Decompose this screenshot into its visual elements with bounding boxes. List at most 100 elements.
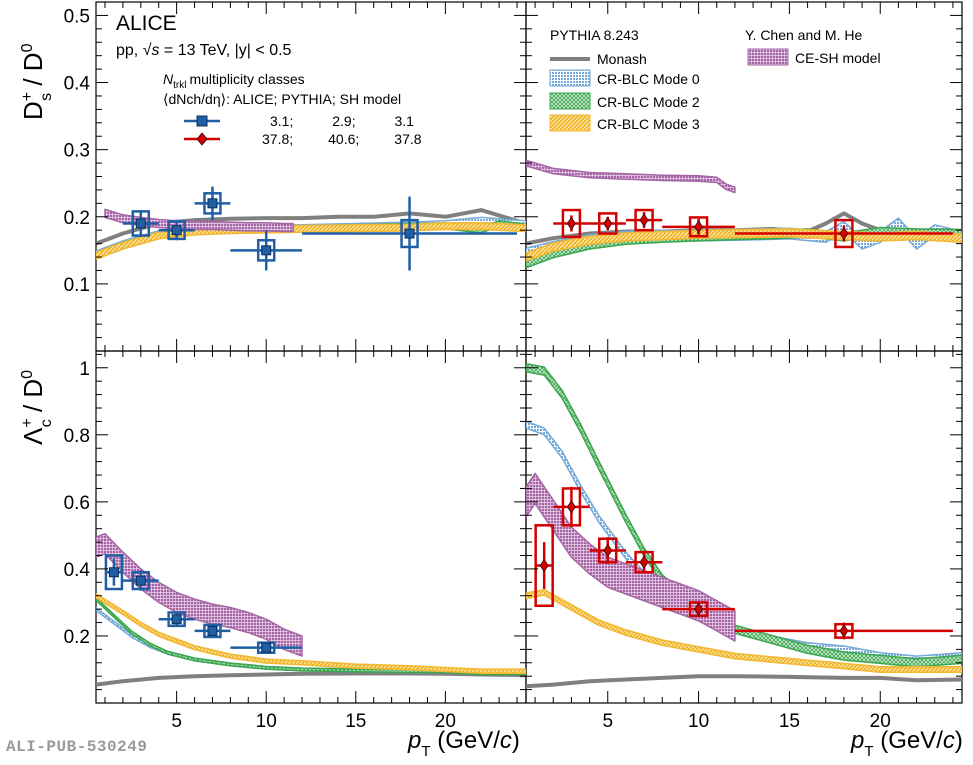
marker-square-top-left-3 bbox=[207, 198, 218, 209]
marker-square-bottom-left-5 bbox=[261, 642, 272, 653]
data-point-bottom-right-6 bbox=[734, 622, 953, 640]
panel-bottom-right-plot bbox=[526, 362, 962, 689]
panel-bottom-right-frame bbox=[525, 350, 963, 704]
cr-blc-mode-2-bottom-right-band bbox=[526, 362, 962, 668]
legend-mode0-label: CR-BLC Mode 0 bbox=[597, 71, 700, 87]
data-point-bottom-left-4 bbox=[194, 623, 231, 639]
marker-diamond-bottom-right-6 bbox=[839, 624, 849, 638]
legend-low-mult-marker bbox=[196, 115, 208, 127]
data-point-bottom-left-3 bbox=[158, 611, 195, 628]
data-point-bottom-right-1 bbox=[534, 524, 554, 608]
data-point-top-left-1 bbox=[122, 210, 159, 237]
marker-square-bottom-left-3 bbox=[171, 614, 182, 625]
x-tick-label-bottom-right-15: 15 bbox=[779, 711, 800, 732]
data-point-top-right-1 bbox=[553, 208, 590, 239]
legend-low-mult-values: 3.1; 2.9; 3.1 bbox=[270, 113, 414, 129]
y-tick-label-bottom-left-0.2: 0.2 bbox=[64, 627, 90, 648]
publication-id: ALI-PUB-530249 bbox=[6, 738, 148, 756]
cr-blc-mode-3-bottom-left-band bbox=[96, 592, 526, 674]
ce-sh-model-top-right-band bbox=[526, 159, 736, 194]
legend-mode2-label: CR-BLC Mode 2 bbox=[597, 94, 700, 110]
chen-he-label: Y. Chen and M. He bbox=[745, 27, 862, 43]
marker-diamond-bottom-right-1 bbox=[539, 558, 549, 573]
y-tick-label-top-left-0.5: 0.5 bbox=[64, 6, 90, 27]
marker-square-bottom-left-4 bbox=[207, 625, 218, 636]
x-tick-label-bottom-right-10: 10 bbox=[688, 711, 709, 732]
marker-square-bottom-left-1 bbox=[108, 567, 119, 578]
marker-square-top-left-1 bbox=[135, 218, 146, 229]
x-tick-label-bottom-right-20: 20 bbox=[870, 711, 891, 732]
legend-high-mult-marker bbox=[196, 132, 208, 146]
y-tick-label-bottom-left-0.6: 0.6 bbox=[64, 493, 90, 514]
data-point-bottom-right-4 bbox=[625, 550, 663, 574]
marker-diamond-bottom-right-4 bbox=[639, 555, 649, 569]
data-point-top-left-5 bbox=[302, 196, 518, 271]
cr-blc-mode-0-bottom-right-band bbox=[526, 420, 962, 664]
data-point-top-right-4 bbox=[662, 216, 735, 238]
data-point-bottom-right-2 bbox=[553, 486, 590, 527]
data-point-bottom-left-1 bbox=[104, 554, 124, 591]
legend-mode0-swatch bbox=[549, 69, 591, 87]
x-tick-label-bottom-right-5: 5 bbox=[602, 711, 613, 732]
marker-square-top-left-2 bbox=[171, 225, 182, 236]
experiment-label: ALICE bbox=[116, 12, 177, 35]
data-point-bottom-right-5 bbox=[662, 601, 735, 618]
data-point-top-left-4 bbox=[230, 230, 303, 271]
data-point-top-right-2 bbox=[589, 212, 626, 235]
panel-bottom-left-plot bbox=[96, 532, 526, 687]
marker-diamond-top-right-4 bbox=[694, 220, 704, 234]
y-axis-title-top: D+ s / D0 bbox=[18, 43, 55, 120]
marker-square-top-left-5 bbox=[404, 228, 415, 239]
data-point-top-right-5 bbox=[734, 218, 953, 249]
data-point-top-left-2 bbox=[158, 220, 195, 241]
data-point-bottom-left-5 bbox=[230, 641, 303, 654]
marker-diamond-top-right-5 bbox=[839, 226, 849, 241]
y-axis-title-bottom: Λ+ c / D0 bbox=[18, 370, 55, 445]
x-axis-title-left: pT (GeV/c) bbox=[407, 727, 520, 760]
marker-square-bottom-left-2 bbox=[135, 575, 146, 586]
marker-diamond-bottom-right-2 bbox=[566, 500, 576, 514]
x-tick-label-bottom-left-20: 20 bbox=[435, 711, 456, 732]
ce-sh-model-bottom-left-band bbox=[96, 532, 303, 657]
x-tick-label-bottom-left-15: 15 bbox=[345, 711, 366, 732]
marker-square-top-left-4 bbox=[261, 245, 272, 256]
legend-mode2-swatch bbox=[549, 92, 591, 110]
y-tick-label-top-left-0.1: 0.1 bbox=[64, 275, 90, 296]
panel-top-left-plot bbox=[96, 186, 526, 271]
marker-diamond-top-right-2 bbox=[603, 216, 613, 231]
data-point-top-left-3 bbox=[194, 186, 231, 221]
marker-diamond-top-right-3 bbox=[639, 213, 649, 227]
y-tick-label-bottom-left-0.4: 0.4 bbox=[64, 560, 91, 581]
data-point-bottom-right-3 bbox=[589, 537, 626, 564]
monash-bottom-left-line bbox=[96, 671, 526, 687]
legend-cesh-label: CE-SH model bbox=[795, 50, 881, 66]
cr-blc-mode-3-bottom-right-band bbox=[526, 588, 962, 673]
pythia-version-label: PYTHIA 8.243 bbox=[550, 27, 639, 43]
legend-mode3-label: CR-BLC Mode 3 bbox=[597, 116, 700, 132]
marker-diamond-bottom-right-5 bbox=[694, 602, 704, 616]
x-tick-label-bottom-left-5: 5 bbox=[171, 711, 182, 732]
legend-high-mult-values: 37.8; 40.6; 37.8 bbox=[262, 131, 422, 147]
legend-monash-label: Monash bbox=[597, 51, 647, 67]
y-tick-label-top-left-0.2: 0.2 bbox=[64, 208, 90, 229]
x-tick-label-bottom-left-10: 10 bbox=[256, 711, 277, 732]
multiplicity-header: Ntrkl multiplicity classes bbox=[163, 71, 305, 91]
y-tick-label-top-left-0.3: 0.3 bbox=[64, 141, 90, 162]
ce-sh-model-bottom-right-band bbox=[526, 472, 736, 642]
panel-top-right-plot bbox=[526, 159, 962, 269]
marker-diamond-bottom-right-3 bbox=[603, 543, 613, 558]
chart-marks bbox=[96, 159, 962, 689]
data-point-top-right-3 bbox=[625, 208, 663, 232]
dndeta-header: ⟨dNch/dη⟩: ALICE; PYTHIA; SH model bbox=[163, 91, 401, 107]
legend-mode3-swatch bbox=[549, 114, 591, 132]
legend-cesh-swatch bbox=[747, 48, 789, 66]
cr-blc-mode-2-bottom-left-band bbox=[96, 596, 526, 676]
monash-bottom-right-line bbox=[526, 674, 962, 689]
multiplicity-legend-rows: 3.1; 2.9; 3.1 37.8; 40.6; 37.8 bbox=[184, 113, 422, 147]
y-tick-label-bottom-left-0.8: 0.8 bbox=[64, 426, 90, 447]
x-axis-title-right: pT (GeV/c) bbox=[850, 727, 963, 760]
y-tick-label-bottom-left-1: 1 bbox=[79, 359, 90, 380]
axis-ticks: 0.10.20.30.40.50.20.40.60.815 10 15 20 5 10 15… bbox=[64, 2, 962, 732]
data-point-bottom-left-2 bbox=[122, 570, 159, 591]
